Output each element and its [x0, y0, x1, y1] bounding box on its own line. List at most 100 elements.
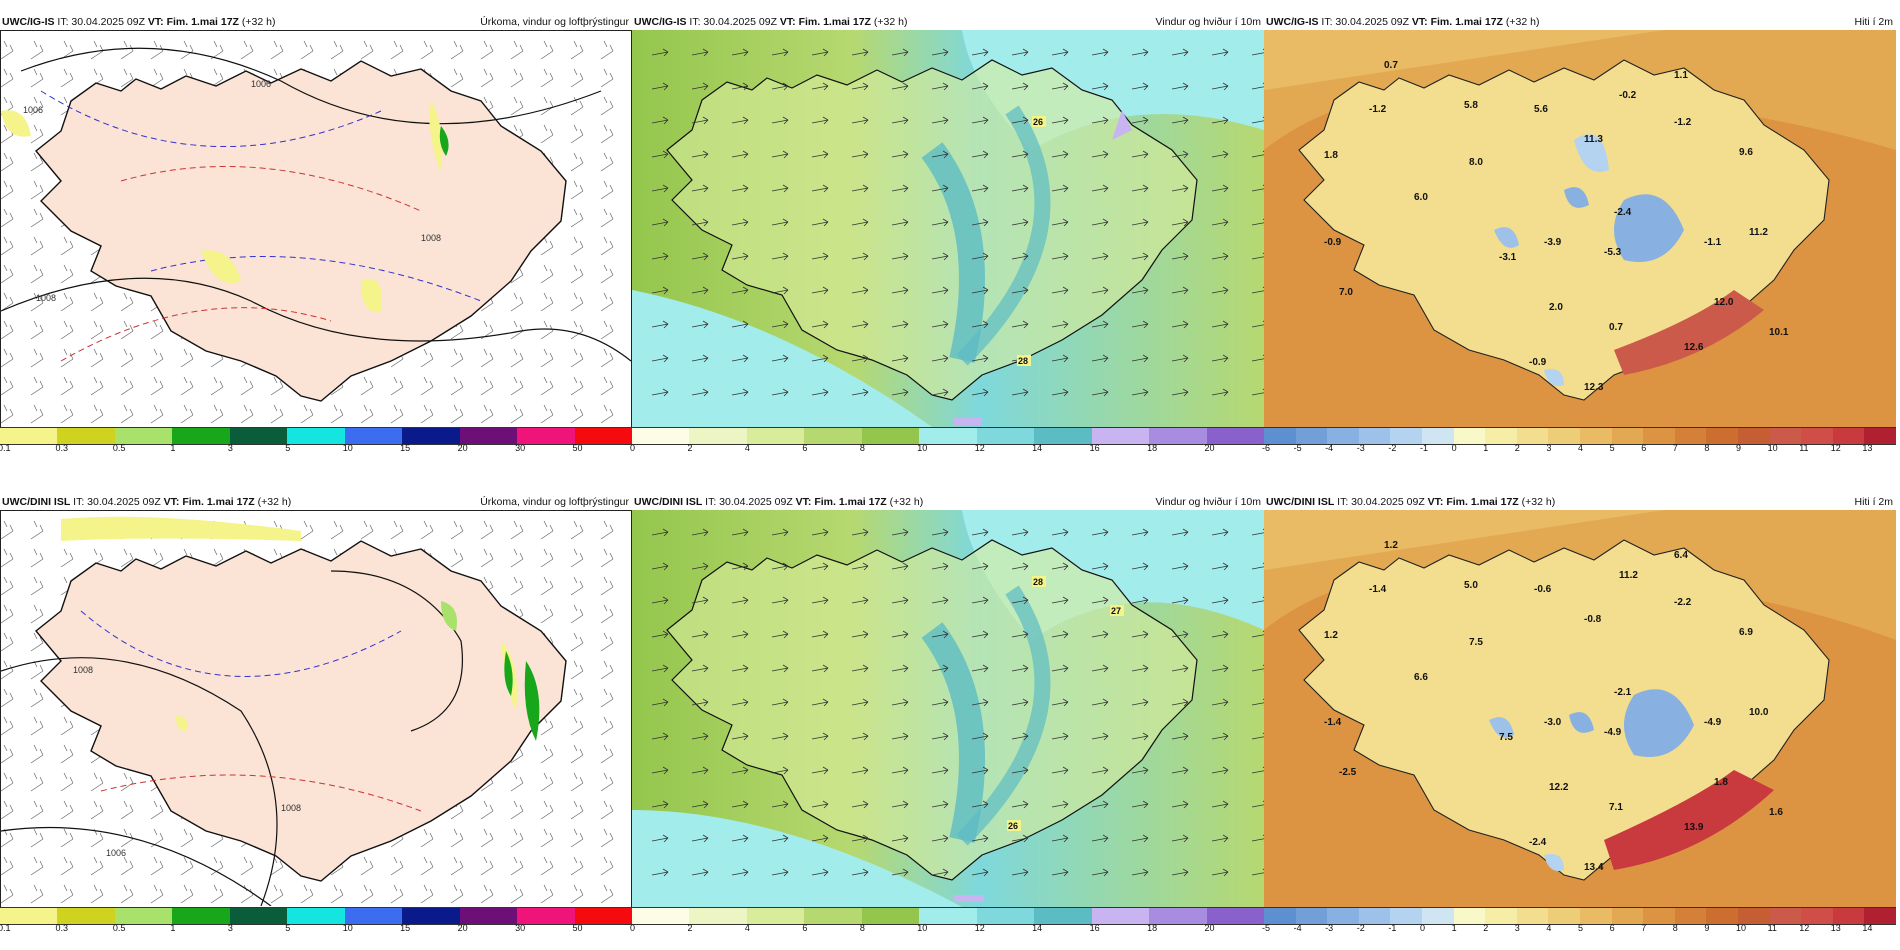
- wind-barb: [570, 856, 584, 876]
- wind-map[interactable]: 28 27 26: [632, 510, 1264, 907]
- wind-arrow: [851, 286, 869, 295]
- temp-value-label: 1.8: [1324, 150, 1338, 161]
- wind-arrow: [651, 630, 669, 639]
- legend-tick-label: 0: [630, 443, 636, 453]
- wind-map[interactable]: 26 28: [632, 30, 1264, 427]
- wind-arrow: [651, 766, 669, 775]
- wind-barb: [120, 884, 134, 904]
- wind-arrow: [771, 528, 789, 537]
- wind-arrow: [811, 48, 829, 57]
- wind-barb: [1, 236, 14, 256]
- wind-arrow: [731, 630, 749, 639]
- wind-arrow: [1011, 82, 1029, 91]
- wind-arrow: [1051, 286, 1069, 295]
- wind-arrow: [1131, 286, 1149, 295]
- wind-barb: [510, 772, 524, 792]
- precip-map[interactable]: 1008 1008 1006: [0, 510, 632, 909]
- legend-tick-label: 2: [1514, 443, 1520, 453]
- legend-swatch: [459, 428, 518, 444]
- wind-arrow: [811, 150, 829, 159]
- wind-barb: [540, 404, 554, 424]
- wind-arrow: [931, 116, 949, 125]
- wind-barb: [450, 520, 464, 540]
- legend-tick-label: -5: [1293, 443, 1302, 453]
- legend-swatch: [1832, 908, 1865, 924]
- wind-barb: [60, 800, 74, 820]
- legend-tick-label: 20: [1204, 443, 1215, 453]
- wind-barb: [360, 376, 374, 396]
- wind-arrow: [651, 562, 669, 571]
- wind-arrow: [1011, 800, 1029, 809]
- wind-arrow: [651, 868, 669, 877]
- wind-barb: [60, 716, 74, 736]
- legend-tick-label: -4: [1325, 443, 1334, 453]
- lead-time: (+32 h): [1521, 496, 1556, 508]
- wind-arrow: [1171, 664, 1189, 673]
- wind-arrow: [1051, 116, 1069, 125]
- wind-arrow: [691, 252, 709, 261]
- temp-map[interactable]: 1.2 6.4 -1.4 5.0 -0.6 11.2 -2.2 1.2 -0.8 7.5 6.9 6.…: [1264, 510, 1896, 907]
- wind-arrow: [891, 82, 909, 91]
- wind-arrow: [691, 184, 709, 193]
- wind-barb: [540, 744, 554, 764]
- precip-map[interactable]: 1006 1006 1008 1008: [0, 30, 632, 429]
- legend-swatch: [632, 428, 690, 444]
- wind-arrow: [811, 252, 829, 261]
- wind-barb: [510, 800, 524, 820]
- temp-value-label: -0.2: [1619, 90, 1637, 101]
- wind-arrow: [1011, 286, 1029, 295]
- wind-barb: [420, 520, 434, 540]
- wind-arrow: [1091, 286, 1109, 295]
- wind-arrow: [1091, 834, 1109, 843]
- temp-map[interactable]: 0.7 1.1 -1.2 5.8 5.6 -0.2 -1.2 1.8 11.3 8.0 9.6 6.0…: [1264, 30, 1896, 427]
- wind-arrow: [1131, 834, 1149, 843]
- wind-barb: [30, 320, 44, 340]
- wind-arrow: [731, 354, 749, 363]
- wind-arrow: [1051, 834, 1069, 843]
- wind-barb: [480, 800, 494, 820]
- wind-barb: [420, 856, 434, 876]
- wind-barb: [1, 68, 14, 88]
- wind-arrow: [1211, 630, 1229, 639]
- wind-arrow: [1091, 732, 1109, 741]
- wind-arrow: [1171, 630, 1189, 639]
- wind-arrow: [1131, 388, 1149, 397]
- legend-swatch: [1264, 908, 1296, 924]
- legend-tick-label: 3: [227, 443, 233, 453]
- wind-barb: [570, 180, 584, 200]
- wind-arrow: [851, 800, 869, 809]
- wind-arrow: [771, 388, 789, 397]
- wind-arrow: [971, 82, 989, 91]
- temp-value-label: -0.8: [1584, 614, 1602, 625]
- wind-arrow: [1211, 664, 1229, 673]
- wind-barb: [600, 548, 614, 568]
- wind-barb: [570, 236, 584, 256]
- wind-barb: [600, 96, 614, 116]
- legend-tick-label: 16: [1089, 443, 1100, 453]
- wind-barb: [570, 744, 584, 764]
- legend-tick-label: 20: [1204, 923, 1215, 933]
- wind-barb: [120, 548, 134, 568]
- wind-barb: [360, 520, 374, 540]
- wind-arrow: [1091, 800, 1109, 809]
- wind-barb: [510, 96, 524, 116]
- wind-arrow: [891, 834, 909, 843]
- wind-arrow: [851, 184, 869, 193]
- wind-arrow: [1171, 48, 1189, 57]
- wind-barb: [510, 320, 524, 340]
- legend-tick-label: -3: [1325, 923, 1334, 933]
- wind-arrow: [931, 82, 949, 91]
- temp-value-label: 2.0: [1549, 302, 1563, 313]
- wind-arrow: [1171, 562, 1189, 571]
- wind-arrow: [651, 834, 669, 843]
- legend-swatch: [0, 908, 58, 924]
- panel-title: Vindur og hviður í 10m: [1155, 16, 1261, 28]
- legend-tick-label: 4: [1546, 923, 1552, 933]
- wind-arrow: [771, 834, 789, 843]
- legend-swatch: [689, 908, 747, 924]
- wind-barb: [270, 376, 284, 396]
- wind-barb: [270, 404, 284, 424]
- wind-arrow: [1171, 388, 1189, 397]
- wind-barb: [60, 292, 74, 312]
- wind-arrow: [651, 596, 669, 605]
